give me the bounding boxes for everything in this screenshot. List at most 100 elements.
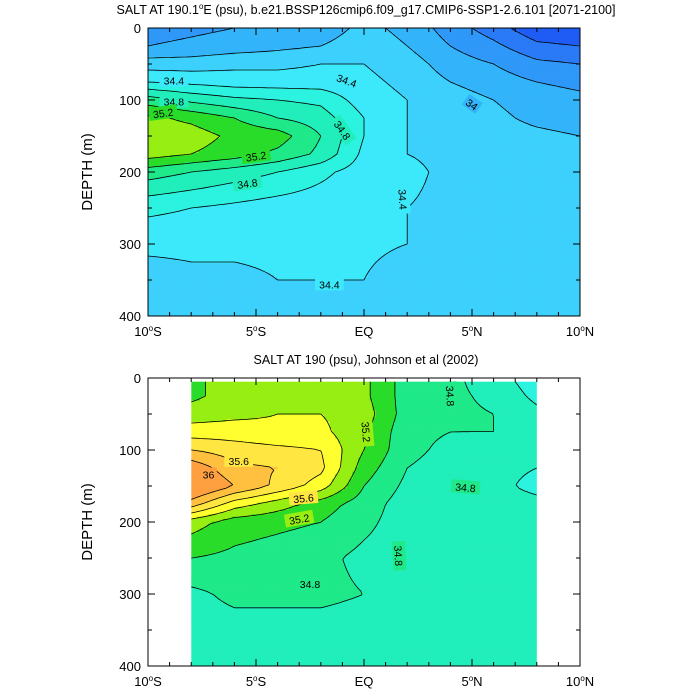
salinity-cell xyxy=(486,47,491,51)
salinity-cell xyxy=(558,68,563,72)
salinity-cell xyxy=(526,54,531,58)
salinity-cell xyxy=(202,42,207,46)
salinity-cell xyxy=(540,80,545,84)
salinity-cell xyxy=(428,32,433,36)
salinity-cell xyxy=(313,85,318,89)
salinity-cell xyxy=(475,64,480,67)
salinity-cell xyxy=(446,83,451,87)
salinity-cell xyxy=(403,78,408,82)
salinity-cell xyxy=(263,52,268,55)
salinity-cell xyxy=(302,90,307,94)
salinity-cell xyxy=(562,54,567,58)
salinity-cell xyxy=(540,102,545,106)
salinity-cell xyxy=(313,104,318,108)
salinity-cell xyxy=(162,59,167,63)
salinity-cell xyxy=(428,90,433,94)
salinity-cell xyxy=(457,64,462,67)
salinity-cell xyxy=(371,32,376,36)
salinity-cell xyxy=(522,71,527,75)
salinity-cell xyxy=(378,80,383,84)
salinity-cell xyxy=(497,73,502,77)
salinity-cell xyxy=(331,37,336,41)
salinity-cell xyxy=(335,85,340,89)
salinity-cell xyxy=(331,32,336,36)
salinity-cell xyxy=(551,73,556,77)
salinity-cell xyxy=(256,40,261,43)
salinity-cell xyxy=(418,92,423,96)
salinity-cell xyxy=(216,42,221,46)
salinity-cell xyxy=(360,56,365,60)
salinity-cell xyxy=(436,90,441,94)
salinity-cell xyxy=(292,44,297,48)
salinity-cell xyxy=(392,56,397,60)
salinity-cell xyxy=(281,40,286,43)
salinity-cell xyxy=(540,52,545,55)
salinity-cell xyxy=(497,95,502,99)
salinity-cell xyxy=(209,92,214,96)
salinity-cell xyxy=(569,64,574,67)
salinity-cell xyxy=(360,47,365,51)
salinity-cell xyxy=(324,49,329,53)
salinity-cell xyxy=(288,90,293,94)
salinity-cell xyxy=(515,73,520,77)
salinity-cell xyxy=(162,35,167,39)
salinity-cell xyxy=(292,52,297,55)
salinity-cell xyxy=(407,92,412,96)
salinity-cell xyxy=(148,64,153,67)
salinity-cell xyxy=(270,47,275,51)
salinity-cell xyxy=(439,32,444,36)
salinity-cell xyxy=(518,73,523,77)
salinity-cell xyxy=(346,35,351,39)
salinity-cell xyxy=(554,76,559,79)
salinity-cell xyxy=(259,73,264,77)
salinity-cell xyxy=(425,80,430,84)
salinity-cell xyxy=(565,88,570,91)
salinity-cell xyxy=(558,44,563,48)
salinity-cell xyxy=(158,66,163,70)
salinity-cell xyxy=(490,52,495,55)
salinity-cell xyxy=(209,35,214,39)
salinity-cell xyxy=(565,95,570,99)
salinity-cell xyxy=(529,90,534,94)
salinity-cell xyxy=(526,37,531,41)
salinity-cell xyxy=(194,78,199,82)
salinity-cell xyxy=(500,76,505,79)
salinity-cell xyxy=(234,100,239,103)
salinity-cell xyxy=(461,56,466,60)
salinity-cell xyxy=(360,78,365,82)
salinity-cell xyxy=(511,56,516,60)
salinity-cell xyxy=(472,49,477,53)
salinity-cell xyxy=(511,76,516,79)
salinity-cell xyxy=(461,59,466,63)
salinity-cell xyxy=(284,95,289,99)
salinity-cell xyxy=(500,100,505,103)
salinity-cell xyxy=(432,42,437,46)
salinity-cell xyxy=(223,54,228,58)
salinity-cell xyxy=(151,64,156,67)
salinity-cell xyxy=(234,54,239,58)
salinity-cell xyxy=(148,52,153,55)
salinity-cell xyxy=(155,95,160,99)
salinity-cell xyxy=(576,66,580,70)
salinity-cell xyxy=(500,28,505,31)
salinity-cell xyxy=(515,32,520,36)
salinity-cell xyxy=(511,47,516,51)
salinity-cell xyxy=(245,42,250,46)
salinity-cell xyxy=(216,104,221,108)
salinity-cell xyxy=(238,35,243,39)
salinity-cell xyxy=(371,47,376,51)
salinity-cell xyxy=(346,56,351,60)
salinity-cell xyxy=(234,76,239,79)
salinity-cell xyxy=(227,40,232,43)
salinity-cell xyxy=(515,52,520,55)
salinity-cell xyxy=(248,95,253,99)
salinity-cell xyxy=(241,32,246,36)
salinity-cell xyxy=(155,59,160,63)
salinity-cell xyxy=(256,102,261,106)
salinity-cell xyxy=(504,30,509,34)
salinity-cell xyxy=(457,56,462,60)
salinity-cell xyxy=(263,100,268,103)
salinity-cell xyxy=(558,76,563,79)
salinity-cell xyxy=(212,80,217,84)
salinity-cell xyxy=(209,64,214,67)
